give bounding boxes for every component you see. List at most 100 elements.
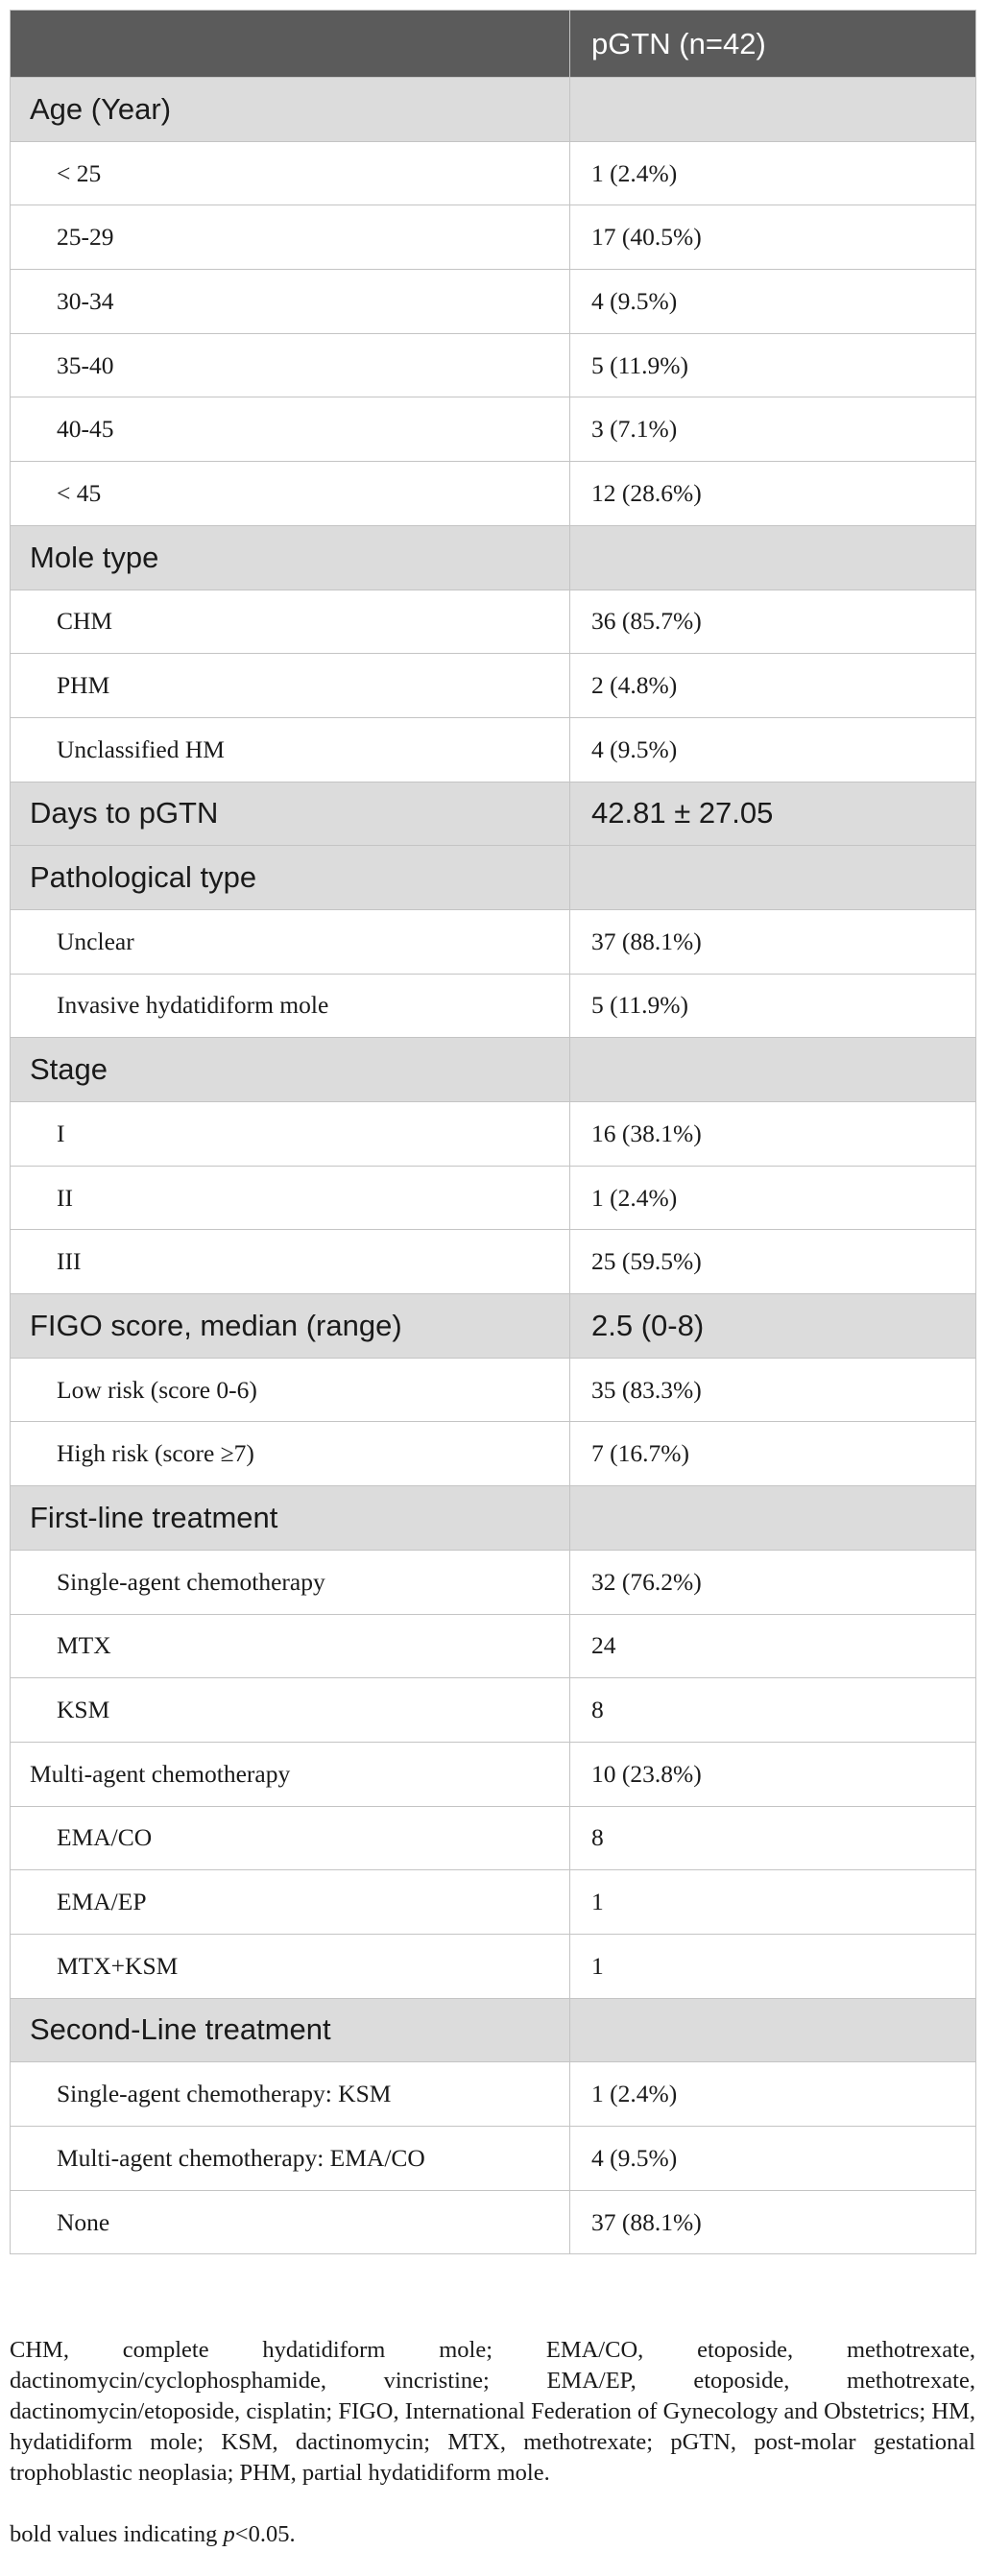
table-row: III 25 (59.5%): [10, 1229, 976, 1295]
row-value: 24: [569, 1613, 976, 1679]
table-row: CHM 36 (85.7%): [10, 589, 976, 655]
table-row: EMA/CO 8: [10, 1805, 976, 1871]
row-value: 8: [569, 1677, 976, 1743]
row-value: 8: [569, 1805, 976, 1871]
row-value: 5 (11.9%): [569, 332, 976, 398]
row-label: First-line treatment: [10, 1485, 570, 1551]
row-label: I: [10, 1101, 570, 1167]
bold-note-prefix: bold values indicating: [10, 2521, 224, 2547]
row-value: 32 (76.2%): [569, 1549, 976, 1615]
row-value: 16 (38.1%): [569, 1101, 976, 1167]
row-label: Stage: [10, 1037, 570, 1102]
row-value: 10 (23.8%): [569, 1741, 976, 1807]
table-row: MTX 24: [10, 1613, 976, 1679]
row-label: II: [10, 1165, 570, 1231]
row-label: Days to pGTN: [10, 781, 570, 847]
section-row: First-line treatment: [10, 1485, 976, 1551]
row-value: 35 (83.3%): [569, 1357, 976, 1423]
table-row: Invasive hydatidiform mole 5 (11.9%): [10, 973, 976, 1039]
table-row: 30-34 4 (9.5%): [10, 269, 976, 334]
table-row: I 16 (38.1%): [10, 1101, 976, 1167]
row-value: 1: [569, 1933, 976, 1999]
row-value: 4 (9.5%): [569, 2126, 976, 2191]
section-row: Pathological type: [10, 845, 976, 910]
row-value: 17 (40.5%): [569, 205, 976, 271]
table-row: High risk (score ≥7) 7 (16.7%): [10, 1421, 976, 1487]
row-value: 1 (2.4%): [569, 2061, 976, 2127]
row-label: Multi-agent chemotherapy: EMA/CO: [10, 2126, 570, 2191]
row-value: 25 (59.5%): [569, 1229, 976, 1295]
row-value: 7 (16.7%): [569, 1421, 976, 1487]
row-label: EMA/EP: [10, 1869, 570, 1935]
row-value: [569, 77, 976, 142]
row-value: 2.5 (0-8): [569, 1293, 976, 1359]
row-label: Unclassified HM: [10, 716, 570, 782]
table-row: Unclassified HM 4 (9.5%): [10, 716, 976, 782]
table-row: II 1 (2.4%): [10, 1165, 976, 1231]
row-label: Invasive hydatidiform mole: [10, 973, 570, 1039]
row-value: 4 (9.5%): [569, 269, 976, 334]
row-label: < 45: [10, 461, 570, 526]
section-row: FIGO score, median (range) 2.5 (0-8): [10, 1293, 976, 1359]
row-label: EMA/CO: [10, 1805, 570, 1871]
row-label: CHM: [10, 589, 570, 655]
table-row: < 25 1 (2.4%): [10, 140, 976, 206]
row-label: < 25: [10, 140, 570, 206]
section-row: Days to pGTN 42.81 ± 27.05: [10, 781, 976, 847]
table-row: Single-agent chemotherapy: KSM 1 (2.4%): [10, 2061, 976, 2127]
row-value: 4 (9.5%): [569, 716, 976, 782]
row-value: 1 (2.4%): [569, 140, 976, 206]
row-value: 42.81 ± 27.05: [569, 781, 976, 847]
row-value: 36 (85.7%): [569, 589, 976, 655]
row-label: Age (Year): [10, 77, 570, 142]
row-value: [569, 1485, 976, 1551]
table-row: None 37 (88.1%): [10, 2189, 976, 2255]
data-table-container: pGTN (n=42) Age (Year) < 25 1 (2.4%) 25-29 1…: [10, 10, 976, 2255]
row-label: PHM: [10, 653, 570, 718]
bold-note-suffix: <0.05.: [234, 2521, 296, 2547]
table-row: Single-agent chemotherapy 32 (76.2%): [10, 1549, 976, 1615]
row-label: Pathological type: [10, 845, 570, 910]
table-row: EMA/EP 1: [10, 1869, 976, 1935]
table-body: Age (Year) < 25 1 (2.4%) 25-29 17 (40.5%) 30-…: [10, 77, 976, 2255]
header-pgtn-cell: pGTN (n=42): [569, 10, 976, 78]
section-row: Age (Year): [10, 77, 976, 142]
row-value: 1 (2.4%): [569, 1165, 976, 1231]
bold-note-p: p: [223, 2521, 235, 2547]
row-label: FIGO score, median (range): [10, 1293, 570, 1359]
table-row: Multi-agent chemotherapy 10 (23.8%): [10, 1741, 976, 1807]
row-label: 25-29: [10, 205, 570, 271]
row-label: MTX: [10, 1613, 570, 1679]
section-row: Second-Line treatment: [10, 1997, 976, 2063]
row-value: 2 (4.8%): [569, 653, 976, 718]
table-row: MTX+KSM 1: [10, 1933, 976, 1999]
row-value: 37 (88.1%): [569, 2189, 976, 2255]
row-label: 35-40: [10, 332, 570, 398]
row-value: 12 (28.6%): [569, 461, 976, 526]
row-label: KSM: [10, 1677, 570, 1743]
row-label: Second-Line treatment: [10, 1997, 570, 2063]
row-label: Low risk (score 0-6): [10, 1357, 570, 1423]
row-label: 30-34: [10, 269, 570, 334]
bold-values-footnote: bold values indicating p<0.05.: [10, 2519, 975, 2550]
row-label: None: [10, 2189, 570, 2255]
row-label: Multi-agent chemotherapy: [10, 1741, 570, 1807]
row-label: 40-45: [10, 397, 570, 463]
row-label: High risk (score ≥7): [10, 1421, 570, 1487]
table-row: Multi-agent chemotherapy: EMA/CO 4 (9.5%): [10, 2126, 976, 2191]
row-label: MTX+KSM: [10, 1933, 570, 1999]
row-value: [569, 1997, 976, 2063]
row-value: 3 (7.1%): [569, 397, 976, 463]
table-row: 35-40 5 (11.9%): [10, 332, 976, 398]
row-value: 1: [569, 1869, 976, 1935]
table-row: 40-45 3 (7.1%): [10, 397, 976, 463]
table-row: Low risk (score 0-6) 35 (83.3%): [10, 1357, 976, 1423]
row-label: Single-agent chemotherapy: [10, 1549, 570, 1615]
table-row: PHM 2 (4.8%): [10, 653, 976, 718]
row-value: 37 (88.1%): [569, 908, 976, 975]
table-row: < 45 12 (28.6%): [10, 461, 976, 526]
table-row: KSM 8: [10, 1677, 976, 1743]
row-label: III: [10, 1229, 570, 1295]
row-label: Single-agent chemotherapy: KSM: [10, 2061, 570, 2127]
row-label: Unclear: [10, 908, 570, 975]
